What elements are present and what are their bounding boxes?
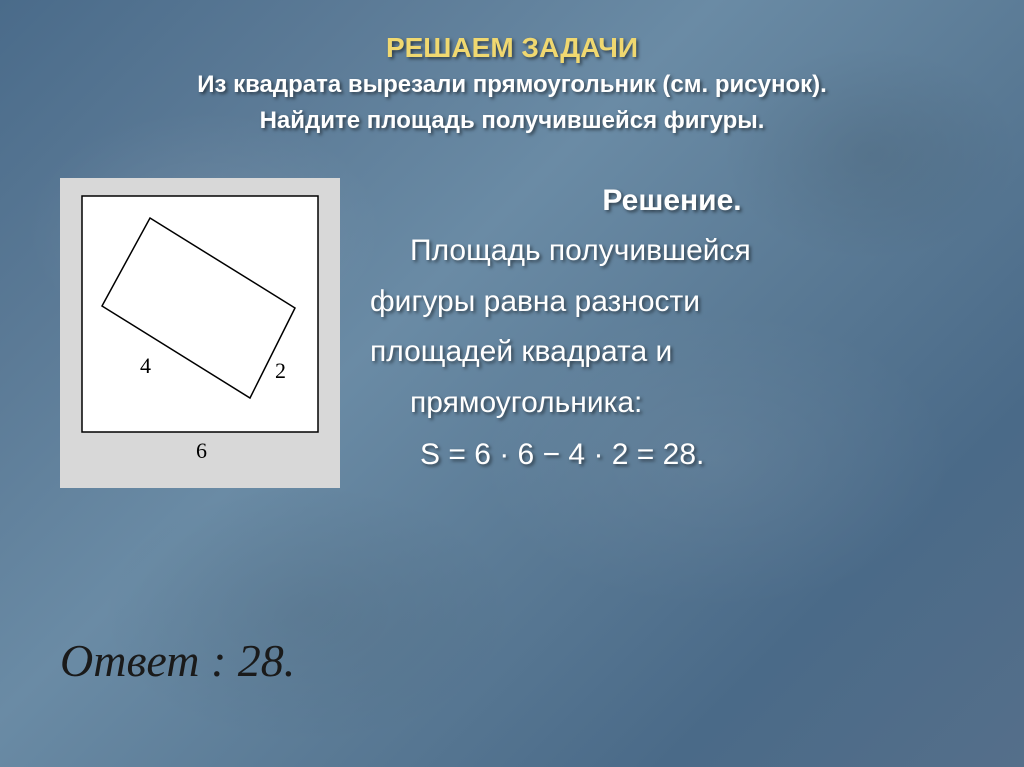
figure-box: 4 2 6 <box>60 178 340 488</box>
slide: РЕШАЕМ ЗАДАЧИ Из квадрата вырезали прямо… <box>0 0 1024 767</box>
solution-line-4: прямоугольника: <box>370 380 974 427</box>
content-row: 4 2 6 Решение. Площадь получившейся фигу… <box>50 168 974 488</box>
solution-line-3: площадей квадрата и <box>370 329 974 376</box>
title-sub-line-1: Из квадрата вырезали прямоугольник (см. … <box>50 68 974 102</box>
title-main: РЕШАЕМ ЗАДАЧИ <box>50 30 974 66</box>
solution-heading: Решение. <box>370 178 974 225</box>
solution-block: Решение. Площадь получившейся фигуры рав… <box>370 168 974 483</box>
figure-wrap: 4 2 6 <box>60 178 340 488</box>
label-2: 2 <box>275 358 286 383</box>
solution-line-1: Площадь получившейся <box>370 228 974 275</box>
title-sub-line-2: Найдите площадь получившейся фигуры. <box>50 104 974 138</box>
label-4: 4 <box>140 353 151 378</box>
solution-formula: S = 6 · 6 − 4 · 2 = 28. <box>370 432 974 479</box>
answer-text: Ответ : 28. <box>60 634 295 687</box>
figure-svg: 4 2 6 <box>60 178 340 488</box>
solution-line-2: фигуры равна разности <box>370 279 974 326</box>
title-block: РЕШАЕМ ЗАДАЧИ Из квадрата вырезали прямо… <box>50 30 974 138</box>
label-6: 6 <box>196 438 207 463</box>
